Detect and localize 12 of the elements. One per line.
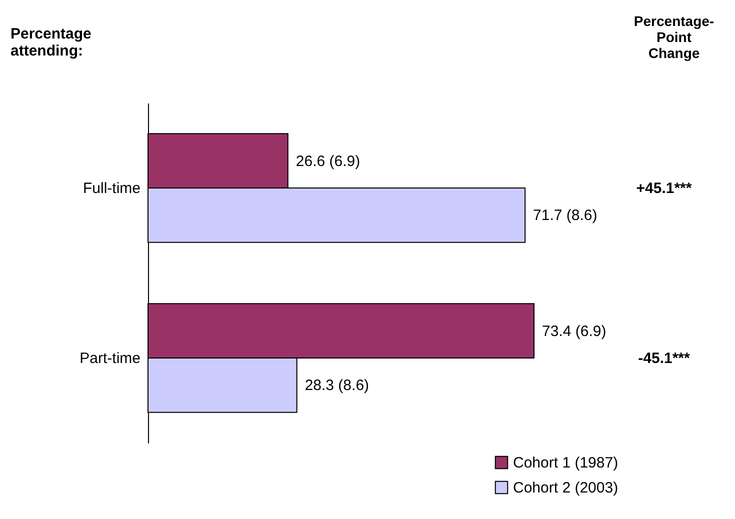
text: +45.1*** [636, 180, 692, 197]
text: Percentage-Point Change [634, 13, 714, 61]
y-tick-label: Full-time [82, 180, 140, 197]
data-label: 71.7 (8.6) [533, 207, 598, 224]
data-label: 26.6 (6.9) [296, 152, 360, 170]
data-label: 28.3 (8.6) [304, 377, 370, 394]
data-label: 73.4 (6.9) [542, 322, 606, 340]
legend-label: Cohort 1 (1987) [513, 454, 618, 472]
y-axis-title: Percentage attending: [10, 26, 92, 60]
legend-label: Cohort 2 (2003) [513, 480, 618, 496]
text: -45.1*** [638, 350, 690, 367]
y-tick-label: Part-time [80, 350, 140, 367]
